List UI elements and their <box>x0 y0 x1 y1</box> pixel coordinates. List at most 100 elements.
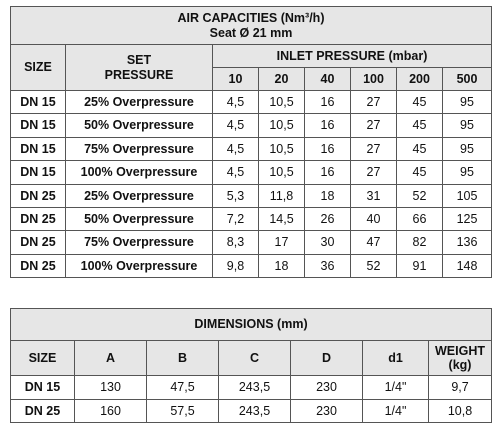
capacity-cell: 16 <box>304 136 351 162</box>
capacity-cell: 14,5 <box>258 206 305 232</box>
set-pressure-cell: 50% Overpressure <box>65 113 213 138</box>
dimension-cell: 57,5 <box>146 398 219 423</box>
capacity-cell: 26 <box>304 206 351 232</box>
capacity-cell: 27 <box>350 136 397 162</box>
weight-header: WEIGHT (kg) <box>427 340 493 376</box>
capacity-cell: 4,5 <box>212 113 259 138</box>
capacity-cell: 4,5 <box>212 89 259 115</box>
pressure-col-header: 40 <box>304 67 351 91</box>
table-row: DN 25 25% Overpressure 5,3 11,8 18 31 52… <box>10 183 492 208</box>
air-capacities-title: AIR CAPACITIES (Nm³/h) <box>177 11 325 26</box>
capacity-cell: 10,5 <box>258 89 305 115</box>
pressure-col-header: 100 <box>350 67 397 91</box>
capacity-cell: 16 <box>304 113 351 138</box>
capacity-cell: 8,3 <box>212 230 259 255</box>
size-cell: DN 15 <box>10 113 66 138</box>
weight-header-line1: WEIGHT <box>435 343 485 358</box>
capacity-cell: 9,8 <box>212 253 259 279</box>
table-row: DN 15 130 47,5 243,5 230 1/4" 9,7 <box>10 375 493 400</box>
inlet-pressure-header: INLET PRESSURE (mbar) <box>212 44 492 68</box>
capacity-cell: 16 <box>304 160 351 185</box>
capacity-cell: 95 <box>442 89 492 115</box>
pressure-col-header: 500 <box>442 67 492 91</box>
capacity-cell: 10,5 <box>258 160 305 185</box>
size-cell: DN 15 <box>10 160 66 185</box>
size-cell: DN 15 <box>10 89 66 115</box>
air-capacities-table: AIR CAPACITIES (Nm³/h) Seat Ø 21 mm SIZE… <box>10 6 492 279</box>
set-pressure-cell: 100% Overpressure <box>65 160 213 185</box>
dimension-cell: 47,5 <box>146 375 219 400</box>
weight-cell: 10,8 <box>427 398 493 423</box>
table-row: DN 15 25% Overpressure 4,5 10,5 16 27 45… <box>10 89 492 115</box>
dimension-cell: 160 <box>74 398 147 423</box>
capacity-cell: 95 <box>442 136 492 162</box>
set-pressure-cell: 50% Overpressure <box>65 206 213 232</box>
set-pressure-cell: 75% Overpressure <box>65 136 213 162</box>
capacity-cell: 47 <box>350 230 397 255</box>
table-row: DN 25 160 57,5 243,5 230 1/4" 10,8 <box>10 398 493 423</box>
dimension-cell: 243,5 <box>218 398 291 423</box>
capacity-cell: 18 <box>258 253 305 279</box>
capacity-cell: 16 <box>304 89 351 115</box>
capacity-cell: 40 <box>350 206 397 232</box>
size-cell: DN 25 <box>10 206 66 232</box>
weight-cell: 9,7 <box>427 375 493 400</box>
dim-col-header: A <box>74 340 147 376</box>
table-row: DN 25 75% Overpressure 8,3 17 30 47 82 1… <box>10 230 492 255</box>
capacity-cell: 5,3 <box>212 183 259 208</box>
capacity-cell: 31 <box>350 183 397 208</box>
size-cell: DN 25 <box>10 183 66 208</box>
dim-col-header: C <box>218 340 291 376</box>
capacity-cell: 45 <box>396 160 443 185</box>
set-pressure-cell: 25% Overpressure <box>65 183 213 208</box>
air-capacities-subtitle: Seat Ø 21 mm <box>209 25 293 40</box>
capacity-cell: 95 <box>442 160 492 185</box>
capacity-cell: 136 <box>442 230 492 255</box>
capacity-cell: 11,8 <box>258 183 305 208</box>
capacity-cell: 30 <box>304 230 351 255</box>
capacity-cell: 4,5 <box>212 160 259 185</box>
capacity-cell: 27 <box>350 160 397 185</box>
capacity-cell: 10,5 <box>258 136 305 162</box>
capacity-cell: 82 <box>396 230 443 255</box>
dimension-cell: 1/4" <box>362 375 429 400</box>
capacity-cell: 45 <box>396 136 443 162</box>
pressure-col-header: 200 <box>396 67 443 91</box>
table-row: DN 15 100% Overpressure 4,5 10,5 16 27 4… <box>10 160 492 185</box>
air-capacities-title-cell: AIR CAPACITIES (Nm³/h) Seat Ø 21 mm <box>10 6 492 45</box>
table-row: DN 15 50% Overpressure 4,5 10,5 16 27 45… <box>10 113 492 138</box>
dimensions-table: DIMENSIONS (mm) SIZE A B C D d1 WEIGHT (… <box>9 308 493 423</box>
capacity-cell: 148 <box>442 253 492 279</box>
dim-col-header: D <box>290 340 363 376</box>
inlet-pressure-values-row: 10 20 40 100 200 500 <box>11 67 492 91</box>
capacity-cell: 4,5 <box>212 136 259 162</box>
size-cell: DN 15 <box>10 375 75 400</box>
set-pressure-cell: 75% Overpressure <box>65 230 213 255</box>
table-row: DN 25 100% Overpressure 9,8 18 36 52 91 … <box>10 253 492 279</box>
set-pressure-header-line1: SET <box>126 53 152 68</box>
capacity-cell: 27 <box>350 89 397 115</box>
size-cell: DN 25 <box>10 253 66 279</box>
dimension-cell: 1/4" <box>362 398 429 423</box>
set-pressure-cell: 100% Overpressure <box>65 253 213 279</box>
size-cell: DN 15 <box>10 136 66 162</box>
capacity-cell: 18 <box>304 183 351 208</box>
dimension-cell: 230 <box>290 375 363 400</box>
dimensions-header-row: SIZE A B C D d1 WEIGHT (kg) <box>10 340 493 376</box>
dimensions-title: DIMENSIONS (mm) <box>9 308 493 341</box>
weight-header-line2: (kg) <box>448 358 472 372</box>
pressure-col-header: 10 <box>212 67 259 91</box>
capacity-cell: 17 <box>258 230 305 255</box>
size-cell: DN 25 <box>10 398 75 423</box>
capacity-cell: 105 <box>442 183 492 208</box>
dimension-cell: 243,5 <box>218 375 291 400</box>
capacity-cell: 7,2 <box>212 206 259 232</box>
dim-col-header: SIZE <box>10 340 75 376</box>
dimension-cell: 130 <box>74 375 147 400</box>
capacity-cell: 45 <box>396 113 443 138</box>
pressure-col-header: 20 <box>258 67 305 91</box>
capacity-cell: 10,5 <box>258 113 305 138</box>
capacity-cell: 52 <box>350 253 397 279</box>
capacity-cell: 52 <box>396 183 443 208</box>
capacity-cell: 36 <box>304 253 351 279</box>
